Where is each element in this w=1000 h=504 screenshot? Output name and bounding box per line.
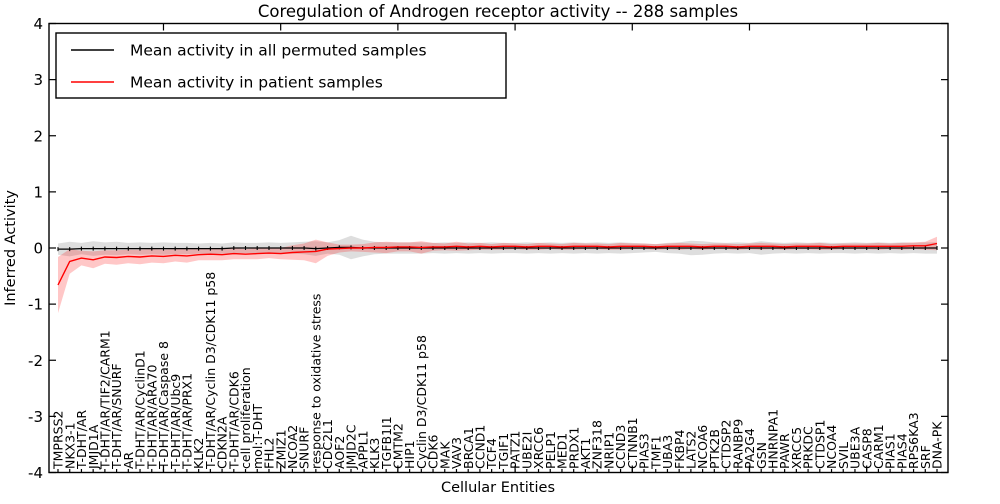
x-tick-label: T-DHT/AR/TIF2/CARM1 bbox=[98, 330, 113, 470]
y-tick-label: 1 bbox=[33, 183, 43, 201]
x-tick-label: TCF4 bbox=[484, 438, 499, 470]
x-tick-label: GSN bbox=[754, 442, 769, 469]
x-tick-label: KLK3 bbox=[367, 438, 382, 469]
x-tick-label: RPS6KA3 bbox=[906, 412, 921, 469]
x-tick-label: PIAS4 bbox=[894, 433, 909, 469]
x-tick-label: ZNF318 bbox=[590, 420, 605, 469]
x-tick-label: TGFB1I1 bbox=[379, 416, 394, 470]
x-tick-label: PIAS1 bbox=[883, 433, 898, 469]
x-tick-label: T-DHT/AR/CDK6 bbox=[226, 371, 241, 470]
x-tick-label: LATS2 bbox=[684, 431, 699, 469]
x-tick-label: CASP8 bbox=[859, 428, 874, 469]
x-tick-label: TGIF1 bbox=[496, 433, 511, 470]
x-tick-label: UBE2I bbox=[519, 432, 534, 469]
x-tick-label: T-DHT/AR/Ubc9 bbox=[168, 374, 183, 470]
x-tick-label: ZMIZ1 bbox=[273, 429, 288, 469]
x-tick-label: T-DHT/AR/ARA70 bbox=[144, 364, 159, 470]
x-tick-label: MAK bbox=[437, 441, 452, 469]
x-tick-label: mol:T-DHT bbox=[250, 403, 265, 469]
legend: Mean activity in all permuted samples Me… bbox=[55, 32, 507, 99]
x-tick-label: XRCC6 bbox=[531, 427, 546, 469]
x-tick-label: CDK6 bbox=[426, 434, 441, 469]
x-tick-label: response to oxidative stress bbox=[308, 294, 323, 469]
x-tick-label: PIAS3 bbox=[637, 433, 652, 469]
x-tick-label: T-DHT/AR/CyclinD1 bbox=[133, 350, 148, 470]
x-tick-label: AR bbox=[121, 451, 136, 469]
patient-std-band bbox=[58, 236, 937, 314]
y-axis-label: Inferred Activity bbox=[3, 190, 19, 306]
x-tick-label: PAWR bbox=[777, 433, 792, 469]
x-tick-label: NKX3-1 bbox=[62, 422, 77, 469]
x-tick-label: JMJD2C bbox=[344, 424, 359, 470]
legend-label-permuted-samples: Mean activity in all permuted samples bbox=[130, 42, 427, 60]
x-tick-label: BRCA1 bbox=[461, 427, 476, 469]
x-tick-label: CARM1 bbox=[871, 424, 886, 469]
y-tick-label: -3 bbox=[28, 408, 43, 426]
permuted-mean-line bbox=[58, 246, 937, 250]
x-tick-label: SVIL bbox=[836, 442, 851, 469]
x-tick-label: T-DHT/AR bbox=[74, 410, 89, 470]
x-tick-label: MED1 bbox=[555, 433, 570, 469]
legend-label-patient-samples: Mean activity in patient samples bbox=[130, 74, 383, 92]
x-tick-label: CCND3 bbox=[613, 425, 628, 469]
x-tick-label: PTK2B bbox=[707, 429, 722, 469]
y-tick-label: -1 bbox=[28, 296, 43, 314]
plot-area: -4 -3 -2 -1 0 1 2 3 4 TMPRSS2NKX3-1T-DHT/ARJMJD1A… bbox=[28, 15, 949, 482]
x-tick-label: CDC2L1 bbox=[320, 419, 335, 469]
x-tick-label: PRKDC bbox=[801, 426, 816, 469]
legend-box bbox=[55, 32, 507, 99]
x-tick-label: SNURF bbox=[297, 427, 312, 469]
x-tick-label: TMPRSS2 bbox=[51, 411, 66, 470]
x-tick-label: PA2G4 bbox=[742, 428, 757, 469]
x-tick-label: NCOA6 bbox=[695, 425, 710, 469]
x-tick-label: HNRNPA1 bbox=[766, 409, 781, 469]
x-tick-label: UBE3A bbox=[848, 426, 863, 469]
y-tick-label: -4 bbox=[28, 464, 43, 482]
x-tick-label: T-DHT/AR/PRX1 bbox=[180, 373, 195, 470]
x-tick-label: AKT1 bbox=[578, 438, 593, 469]
y-tick-label: 2 bbox=[33, 127, 43, 145]
x-tick-label: UBA3 bbox=[660, 435, 675, 469]
x-tick-label: VAV3 bbox=[449, 437, 464, 469]
x-tick-label: CTDSP2 bbox=[719, 420, 734, 469]
x-tick-label: JMJD1A bbox=[86, 424, 101, 470]
x-tick-label: CTNNB1 bbox=[625, 417, 640, 469]
x-tick-label: DNA-PK bbox=[930, 421, 945, 469]
x-tick-label: RANBP9 bbox=[730, 419, 745, 469]
x-tick-label: PATZ1 bbox=[508, 431, 523, 469]
x-tick-label: KLK2 bbox=[191, 438, 206, 469]
y-tick-label: 3 bbox=[33, 71, 43, 89]
x-tick-label: T-DHT/AR/Cyclin D3/CDK11 p58 bbox=[203, 272, 218, 470]
x-tick-label: XRCC5 bbox=[789, 427, 804, 469]
y-tick-label: 4 bbox=[33, 15, 43, 33]
x-tick-label: PRDX1 bbox=[566, 427, 581, 469]
x-tick-label: TMF1 bbox=[648, 435, 663, 470]
x-tick-label: Cyclin D3/CDK11 p58 bbox=[414, 335, 429, 469]
x-tick-label: CCND1 bbox=[473, 425, 488, 469]
x-tick-label: AOF2 bbox=[332, 436, 347, 469]
x-tick-label: CMTM2 bbox=[391, 423, 406, 469]
y-tick-label: -2 bbox=[28, 352, 43, 370]
chart-title: Coregulation of Androgen receptor activi… bbox=[258, 2, 738, 21]
x-tick-label: NCOA4 bbox=[824, 425, 839, 469]
x-tick-label: CTDSP1 bbox=[812, 420, 827, 469]
x-tick-label: NCOA2 bbox=[285, 425, 300, 469]
x-tick-label: cell proliferation bbox=[238, 367, 253, 469]
x-tick-label: T-DHT/AR/Caspase 8 bbox=[156, 341, 171, 470]
x-tick-label: CDKN2A bbox=[215, 416, 230, 469]
x-tick-label: HIP1 bbox=[402, 440, 417, 469]
x-axis-label: Cellular Entities bbox=[441, 480, 555, 496]
x-tick-label: PELP1 bbox=[543, 431, 558, 469]
patient-mean-line bbox=[57, 242, 938, 286]
x-tick-label: NRIP1 bbox=[601, 432, 616, 469]
x-tick-label: APPL1 bbox=[355, 430, 370, 469]
x-tick-label: FKBP4 bbox=[672, 429, 687, 469]
x-tick-label: SRF bbox=[918, 445, 933, 469]
x-tick-label: T-DHT/AR/SNURF bbox=[109, 363, 124, 470]
y-tick-label: 0 bbox=[33, 240, 43, 258]
x-tick-label: FHL2 bbox=[262, 437, 277, 469]
